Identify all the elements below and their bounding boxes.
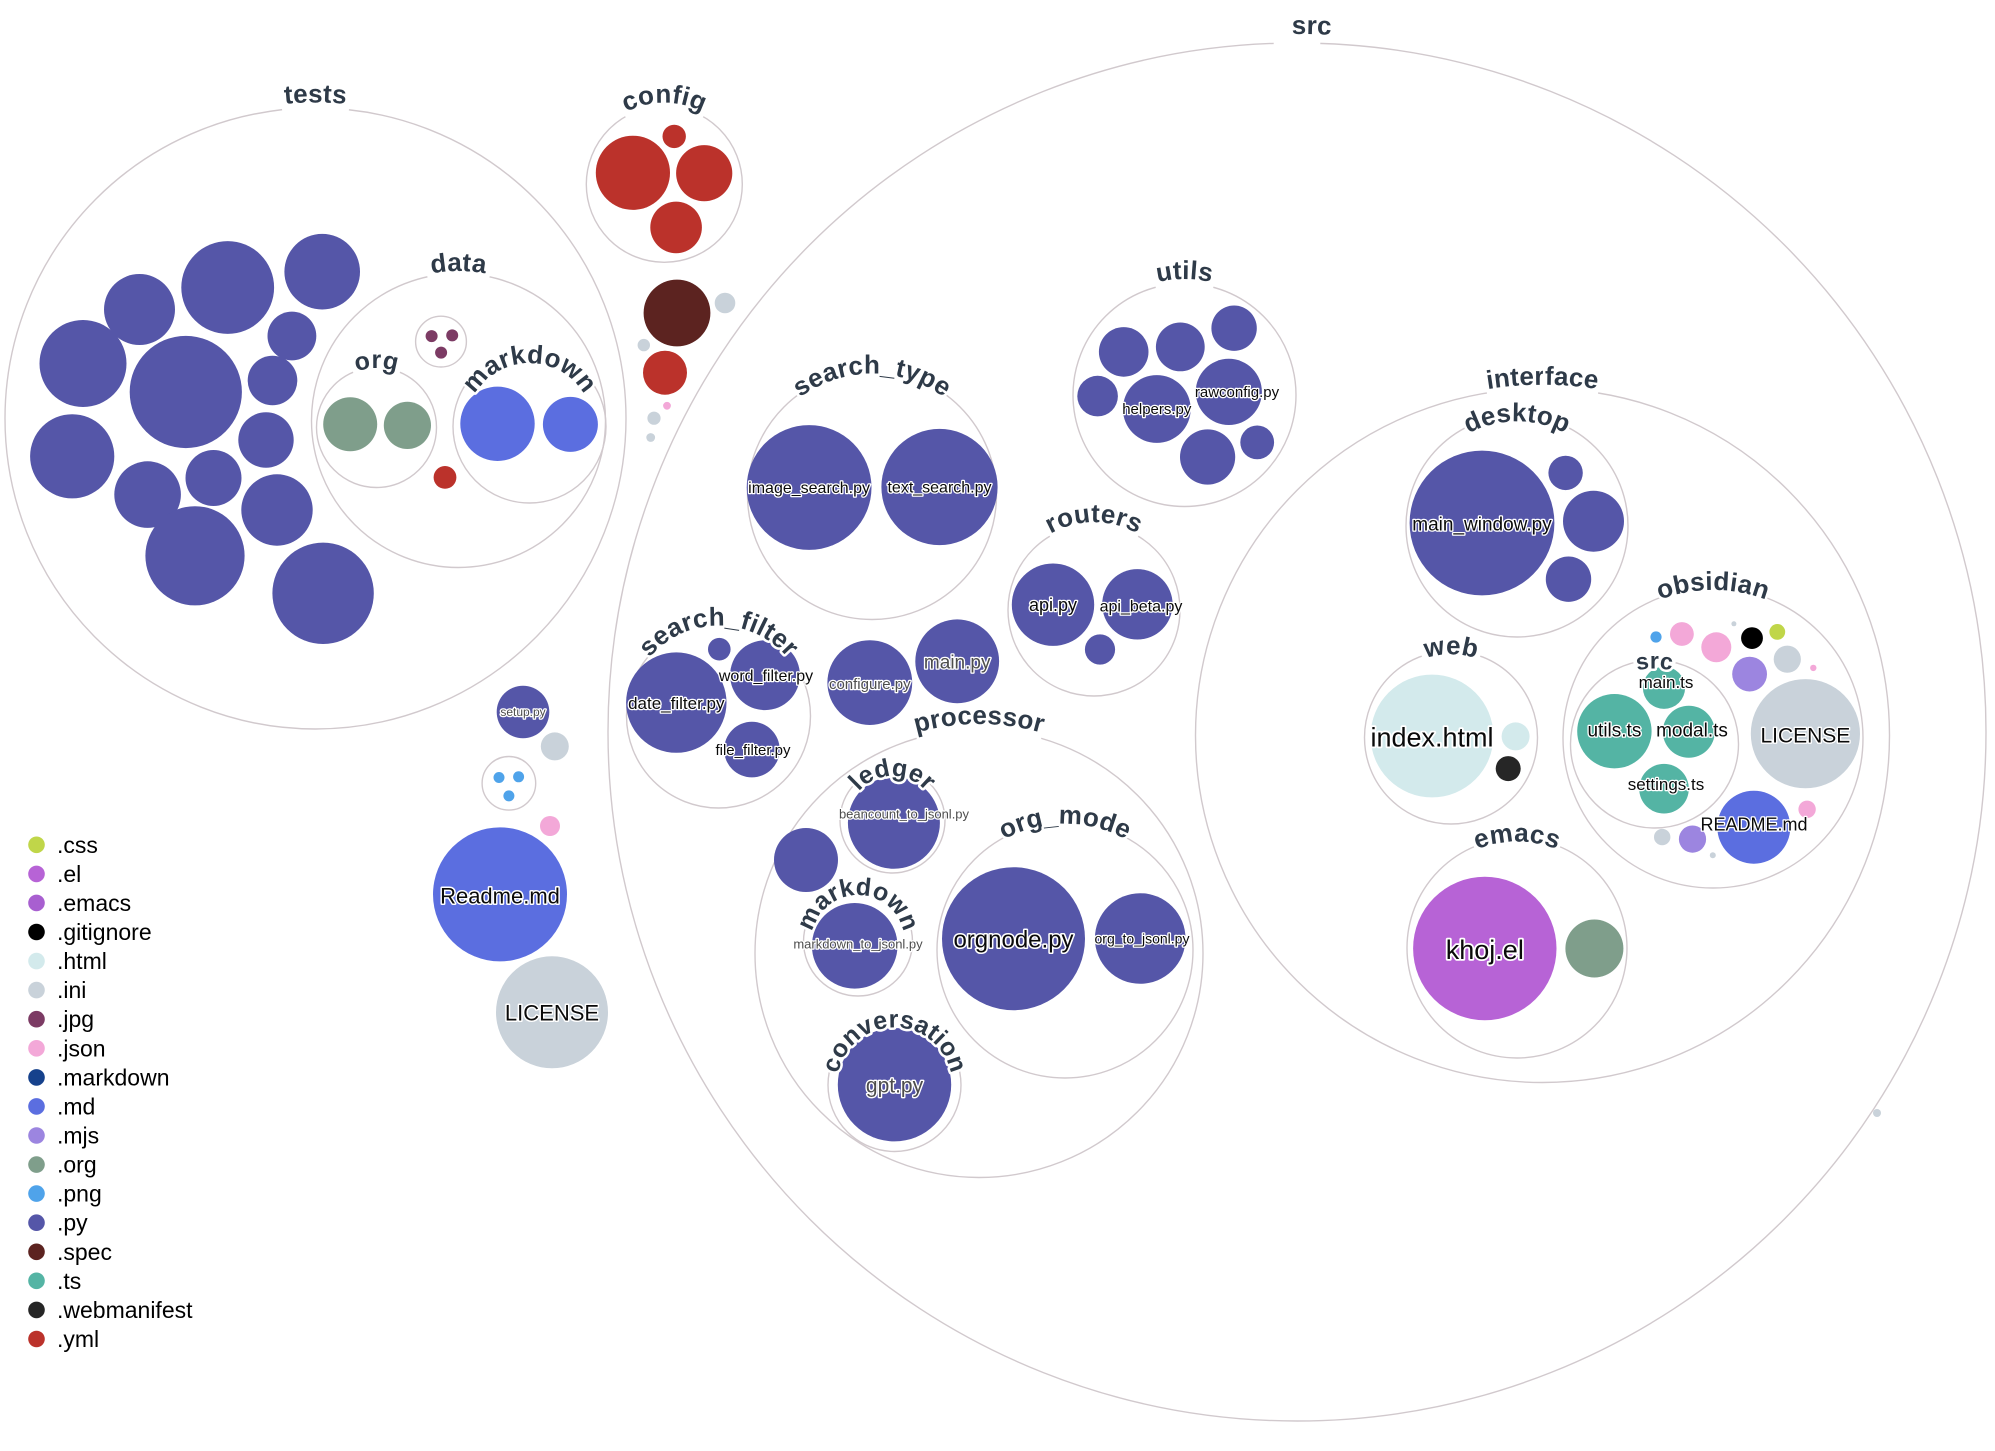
svg-text:.gitignore: .gitignore <box>57 919 152 945</box>
svg-text:main_window.py: main_window.py <box>1412 514 1552 535</box>
svg-text:utils.ts: utils.ts <box>1587 721 1641 742</box>
svg-text:data: data <box>428 247 489 279</box>
svg-text:.css: .css <box>57 832 98 858</box>
svg-text:beancount_to_jsonl.py: beancount_to_jsonl.py <box>839 807 970 822</box>
svg-text:setup.py: setup.py <box>500 705 545 719</box>
svg-text:LICENSE: LICENSE <box>505 1001 599 1026</box>
svg-text:configure.py: configure.py <box>829 676 911 693</box>
svg-text:LICENSE: LICENSE <box>1760 724 1850 747</box>
svg-text:utils: utils <box>1154 255 1216 288</box>
svg-text:org_to_jsonl.py: org_to_jsonl.py <box>1095 930 1190 946</box>
svg-text:.org: .org <box>57 1152 97 1178</box>
svg-text:text_search.py: text_search.py <box>887 480 991 497</box>
svg-text:Readme.md: Readme.md <box>440 884 560 909</box>
svg-text:helpers.py: helpers.py <box>1122 401 1192 418</box>
svg-text:.jpg: .jpg <box>57 1006 94 1032</box>
svg-text:main.ts: main.ts <box>1639 673 1694 692</box>
svg-text:.ts: .ts <box>57 1268 81 1294</box>
svg-text:rawconfig.py: rawconfig.py <box>1195 384 1280 401</box>
svg-text:image_search.py: image_search.py <box>748 480 870 497</box>
svg-text:modal.ts: modal.ts <box>1656 721 1728 742</box>
svg-text:src: src <box>1292 10 1333 41</box>
svg-text:main.py: main.py <box>924 653 991 674</box>
svg-text:.md: .md <box>57 1093 95 1119</box>
svg-text:src: src <box>1634 647 1675 675</box>
svg-text:index.html: index.html <box>1370 723 1493 753</box>
svg-text:date_filter.py: date_filter.py <box>628 694 725 713</box>
svg-text:.markdown: .markdown <box>57 1064 169 1090</box>
svg-text:orgnode.py: orgnode.py <box>953 926 1073 953</box>
svg-text:markdown_to_jsonl.py: markdown_to_jsonl.py <box>793 937 923 952</box>
svg-text:.spec: .spec <box>57 1239 112 1265</box>
svg-text:.el: .el <box>57 861 81 887</box>
svg-text:.png: .png <box>57 1181 102 1207</box>
svg-text:.webmanifest: .webmanifest <box>57 1297 193 1323</box>
svg-text:README.md: README.md <box>1700 814 1807 834</box>
svg-text:gpt.py: gpt.py <box>866 1074 924 1097</box>
svg-text:word_filter.py: word_filter.py <box>718 668 813 685</box>
svg-text:file_filter.py: file_filter.py <box>715 742 791 759</box>
svg-text:interface: interface <box>1484 361 1601 395</box>
svg-text:org: org <box>352 346 402 377</box>
svg-text:web: web <box>1420 630 1481 664</box>
svg-text:api_beta.py: api_beta.py <box>1100 599 1183 616</box>
svg-text:.mjs: .mjs <box>57 1123 99 1149</box>
svg-text:.ini: .ini <box>57 977 86 1003</box>
svg-text:.json: .json <box>57 1035 106 1061</box>
svg-text:settings.ts: settings.ts <box>1628 775 1705 794</box>
svg-text:api.py: api.py <box>1029 595 1077 615</box>
svg-text:.emacs: .emacs <box>57 890 131 916</box>
svg-text:khoj.el: khoj.el <box>1446 935 1524 965</box>
svg-text:.yml: .yml <box>57 1326 99 1352</box>
svg-text:.py: .py <box>57 1210 88 1236</box>
svg-text:.html: .html <box>57 948 107 974</box>
